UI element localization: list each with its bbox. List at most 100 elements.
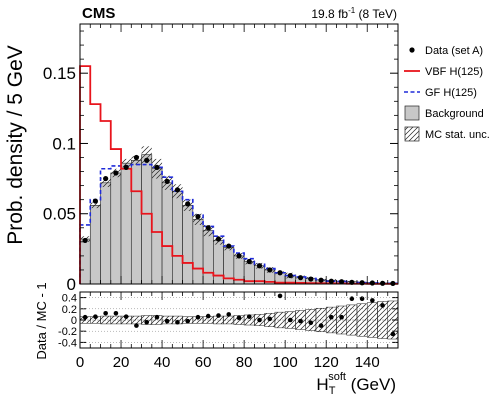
background-bin [100,182,112,285]
ratio-point [164,318,170,324]
x-tick-label: 140 [355,354,380,371]
data-point [318,277,324,283]
ratio-point [175,319,180,325]
legend: Data (set A) VBF H(125) GF H(125) Backgroun… [404,45,490,142]
data-point [92,198,98,204]
ratio-y-axis-label: Data / MC - 1 [34,282,49,359]
lumi-energy: (8 TeV) [355,7,397,21]
x-tick-label: 60 [195,354,212,371]
experiment-label: CMS [82,5,115,22]
data-point [82,237,88,244]
data-point [236,253,242,259]
data-point [103,175,109,182]
ratio-point [195,314,201,320]
ratio-point [370,298,375,303]
x-tick-label: 40 [154,354,171,371]
ratio-point [267,316,273,322]
background-bin [120,162,132,285]
x-axis-label-unit: (GeV) [346,375,396,394]
data-point [297,275,304,281]
data-point [113,170,119,176]
ratio-points [82,293,396,337]
y-tick-label: 0 [67,275,76,294]
ratio-point [185,318,191,324]
main-x-ticks [79,24,389,284]
data-point [226,243,232,249]
ratio-point [154,314,160,320]
ratio-point [318,323,324,328]
data-point [359,280,365,286]
lumi-label: 19.8 fb-1 (8 TeV) [311,6,397,21]
ratio-y-tick-label: 0.4 [62,293,77,305]
data-point [256,263,263,269]
ratio-point [103,310,108,316]
ratio-point [236,315,242,321]
mc-unc-bin [90,202,101,209]
legend-unc-box [404,126,420,142]
ratio-point [246,314,252,319]
y-axis-label: Prob. density / 5 GeV [4,45,27,245]
ratio-point [257,317,262,323]
data-point [154,164,160,170]
data-point [380,280,386,286]
mc-unc-bin [121,158,132,168]
ratio-point [134,323,139,328]
data-point [123,164,129,170]
background-bin [151,168,163,285]
ratio-point [287,317,293,323]
background-bin [110,172,122,285]
main-y-axis: 0 0.05 0.1 0.15 [43,30,398,294]
data-point [328,278,334,284]
x-axis-label-main: H [316,375,328,394]
ratio-point [339,314,344,320]
x-axis-label-sub: T [329,385,336,397]
data-point [267,267,273,273]
ratio-point [359,296,365,302]
y-tick-label: 0.15 [43,64,76,83]
ratio-y-tick-label: 0.2 [62,304,77,316]
background-bin [192,219,204,285]
mc-unc-bin [203,224,214,237]
lumi-value: 19.8 fb [311,7,348,21]
data-point [144,157,150,163]
background-bin [202,230,214,285]
background-bin [79,238,91,285]
x-axis: 0 20 40 60 80 100 120 140 [76,292,389,371]
y-tick-label: 0.05 [43,205,76,224]
ratio-point [144,319,149,325]
background-bin [130,160,142,285]
ratio-point [82,314,88,320]
ratio-point [113,310,119,316]
legend-data-marker [409,47,415,53]
background-bin [161,182,173,285]
ratio-point [390,331,396,337]
legend-label: Background [425,108,484,120]
legend-label: MC stat. unc. [425,129,490,141]
data-point [195,213,201,220]
ratio-y-axis: -0.4-0.200.20.4 [58,293,398,349]
legend-label: Data (set A) [425,45,483,57]
data-point [215,236,222,242]
legend-label: VBF H(125) [425,66,483,78]
mc-unc-bin [192,213,204,225]
ratio-point [298,318,303,324]
x-tick-label: 100 [273,354,298,371]
data-point [287,272,293,279]
data-point [185,201,191,207]
x-tick-label: 20 [113,354,130,371]
ratio-point [123,314,129,319]
data-point [164,178,170,185]
data-point [277,270,283,276]
data-point [308,276,314,282]
y-tick-label: 0.1 [52,134,76,153]
ratio-point [380,303,385,308]
mc-unc-bin [100,178,111,188]
ratio-y-tick-label: 0 [71,315,77,327]
ratio-point [226,312,232,317]
data-point [205,225,211,231]
lumi-exponent: -1 [348,6,356,15]
ratio-unc-bin [315,307,327,333]
data-point [369,280,375,286]
ratio-point [329,314,334,320]
